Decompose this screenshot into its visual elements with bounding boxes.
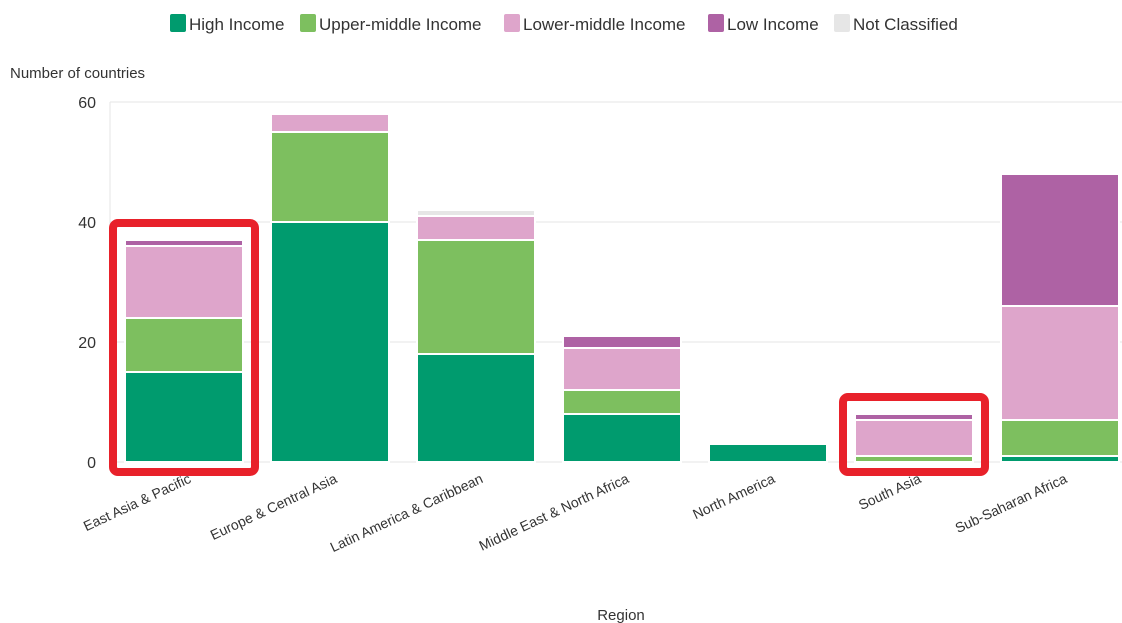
legend: High Income Upper-middle Income Lower-midd… (170, 14, 958, 34)
legend-swatch-not-classified (834, 14, 850, 32)
bar-middle-east-and-north-africa-upper-middle-income (562, 389, 682, 415)
y-tick-20: 20 (78, 335, 96, 352)
highlight-box-south-asia (839, 393, 989, 476)
x-tick-latin-america-and-caribbean: Latin America & Caribbean (328, 470, 486, 555)
x-tick-north-america: North America (690, 470, 777, 522)
y-tick-40: 40 (78, 215, 96, 232)
bar-east-asia-and-pacific-lower-middle-income (124, 245, 244, 319)
legend-label-high-income: High Income (189, 15, 284, 34)
legend-label-low-income: Low Income (727, 15, 819, 34)
legend-swatch-upper-middle-income (300, 14, 316, 32)
bar-sub-saharan-africa-lower-middle-income (1000, 305, 1120, 421)
bar-latin-america-and-caribbean-high-income (416, 353, 536, 463)
bar-sub-saharan-africa-upper-middle-income (1000, 419, 1120, 457)
bar-latin-america-and-caribbean-upper-middle-income (416, 239, 536, 355)
x-axis-label: Region (597, 607, 645, 623)
y-axis-label: Number of countries (10, 65, 145, 82)
legend-label-lower-middle-income: Lower-middle Income (523, 15, 686, 34)
y-tick-60: 60 (78, 95, 96, 112)
x-tick-europe-and-central-asia: Europe & Central Asia (208, 470, 340, 543)
bar-east-asia-and-pacific-upper-middle-income (124, 317, 244, 373)
legend-label-not-classified: Not Classified (853, 15, 958, 34)
highlight-boxes (109, 219, 989, 476)
bar-north-america-high-income (708, 443, 828, 463)
bar-middle-east-and-north-africa-low-income (562, 335, 682, 349)
bar-south-asia-low-income (854, 413, 974, 421)
bars (124, 113, 1120, 463)
x-axis-ticks: East Asia & Pacific Europe & Central Asia… (81, 470, 1070, 555)
legend-swatch-high-income (170, 14, 186, 32)
y-tick-0: 0 (87, 455, 96, 472)
bar-sub-saharan-africa-low-income (1000, 173, 1120, 307)
bar-latin-america-and-caribbean-lower-middle-income (416, 215, 536, 241)
legend-swatch-lower-middle-income (504, 14, 520, 32)
highlight-box-east-asia-and-pacific (109, 219, 259, 476)
bar-middle-east-and-north-africa-high-income (562, 413, 682, 463)
x-tick-middle-east-and-north-africa: Middle East & North Africa (476, 470, 631, 554)
bar-europe-and-central-asia-upper-middle-income (270, 131, 390, 223)
x-tick-sub-saharan-africa: Sub-Saharan Africa (952, 470, 1069, 536)
x-tick-east-asia-and-pacific: East Asia & Pacific (81, 470, 194, 534)
bar-middle-east-and-north-africa-lower-middle-income (562, 347, 682, 391)
bar-latin-america-and-caribbean-not-classified (416, 209, 536, 217)
bar-south-asia-lower-middle-income (854, 419, 974, 457)
bar-europe-and-central-asia-lower-middle-income (270, 113, 390, 133)
x-tick-south-asia: South Asia (856, 470, 924, 513)
y-axis-ticks: 0 20 40 60 (78, 95, 96, 472)
legend-label-upper-middle-income: Upper-middle Income (319, 15, 482, 34)
bar-east-asia-and-pacific-high-income (124, 371, 244, 463)
bar-europe-and-central-asia-high-income (270, 221, 390, 463)
legend-swatch-low-income (708, 14, 724, 32)
bar-east-asia-and-pacific-low-income (124, 239, 244, 247)
